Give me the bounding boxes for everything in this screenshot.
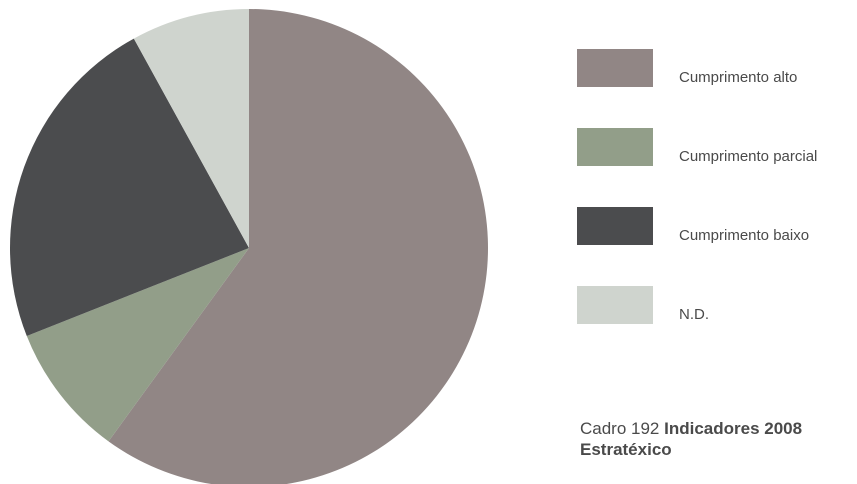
legend-swatch-baixo bbox=[577, 207, 653, 245]
legend-label-nd: N.D. bbox=[679, 306, 709, 323]
pie-slice-parcial bbox=[26, 248, 250, 442]
legend-label-baixo: Cumprimento baixo bbox=[679, 227, 810, 244]
pie-slice-baixo bbox=[9, 38, 250, 336]
pie-chart bbox=[9, 9, 488, 484]
legend-item-nd: N.D. bbox=[577, 286, 857, 326]
pie-slice-alto bbox=[108, 9, 488, 484]
chart-caption: Cadro 192 Indicadores 2008 Estratéxico bbox=[580, 418, 857, 460]
legend-swatch-alto bbox=[577, 49, 653, 87]
legend-swatch-nd bbox=[577, 286, 653, 324]
caption-title: Indicadores 2008 Estratéxico bbox=[580, 419, 803, 459]
legend-label-parcial: Cumprimento parcial bbox=[679, 148, 818, 165]
chart-legend: Cumprimento alto Cumprimento parcial Cum… bbox=[577, 49, 857, 365]
caption-prefix: Cadro 192 bbox=[580, 419, 660, 438]
legend-label-alto: Cumprimento alto bbox=[679, 69, 798, 86]
legend-item-alto: Cumprimento alto bbox=[577, 49, 857, 89]
pie-slice-nd bbox=[133, 9, 249, 248]
legend-item-baixo: Cumprimento baixo bbox=[577, 207, 857, 247]
legend-item-parcial: Cumprimento parcial bbox=[577, 128, 857, 168]
legend-swatch-parcial bbox=[577, 128, 653, 166]
